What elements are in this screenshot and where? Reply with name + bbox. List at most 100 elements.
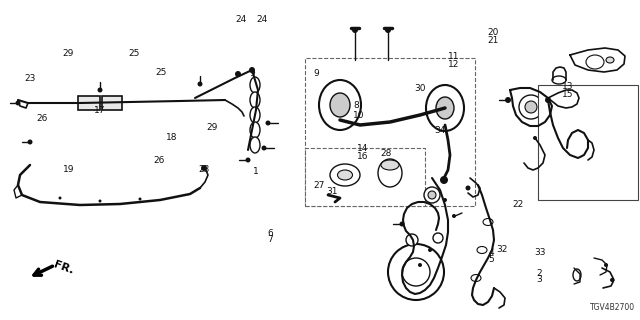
Circle shape xyxy=(262,146,266,150)
Ellipse shape xyxy=(250,137,260,153)
Bar xyxy=(305,148,425,206)
Circle shape xyxy=(99,199,102,203)
Text: 17: 17 xyxy=(94,106,106,115)
Text: 29: 29 xyxy=(62,49,74,58)
Text: 30: 30 xyxy=(415,84,426,92)
Circle shape xyxy=(246,157,250,163)
Ellipse shape xyxy=(573,269,581,281)
Text: 27: 27 xyxy=(314,181,325,190)
Ellipse shape xyxy=(471,275,481,282)
Circle shape xyxy=(452,214,456,218)
Ellipse shape xyxy=(337,170,353,180)
Text: 20: 20 xyxy=(488,28,499,36)
Text: TGV4B2700: TGV4B2700 xyxy=(590,303,635,312)
Circle shape xyxy=(138,197,141,201)
Ellipse shape xyxy=(250,107,260,123)
Text: 34: 34 xyxy=(434,126,445,135)
Text: 21: 21 xyxy=(488,36,499,44)
Text: 28: 28 xyxy=(381,149,392,158)
Circle shape xyxy=(399,221,404,227)
Text: 23: 23 xyxy=(198,165,210,174)
Text: 32: 32 xyxy=(496,245,508,254)
Circle shape xyxy=(385,27,391,33)
Text: 24: 24 xyxy=(236,15,247,24)
Text: 9: 9 xyxy=(314,69,319,78)
Text: 26: 26 xyxy=(154,156,165,164)
Circle shape xyxy=(402,258,430,286)
Text: 11: 11 xyxy=(448,52,460,60)
Text: 26: 26 xyxy=(36,114,48,123)
Text: 13: 13 xyxy=(562,82,573,91)
Bar xyxy=(78,96,100,110)
Circle shape xyxy=(533,136,537,140)
Circle shape xyxy=(235,71,241,77)
Text: 5: 5 xyxy=(488,255,494,264)
Text: 25: 25 xyxy=(128,49,140,58)
Circle shape xyxy=(58,196,61,199)
Ellipse shape xyxy=(381,160,399,170)
Circle shape xyxy=(604,263,608,267)
Ellipse shape xyxy=(378,159,402,187)
Ellipse shape xyxy=(586,55,604,69)
Ellipse shape xyxy=(330,164,360,186)
Text: 2: 2 xyxy=(536,269,542,278)
Circle shape xyxy=(418,263,422,267)
Ellipse shape xyxy=(330,93,350,117)
Circle shape xyxy=(472,275,479,282)
Circle shape xyxy=(388,244,444,300)
Circle shape xyxy=(15,100,20,106)
Text: 31: 31 xyxy=(326,187,338,196)
Text: 19: 19 xyxy=(63,165,74,174)
Circle shape xyxy=(28,140,33,145)
Text: 4: 4 xyxy=(488,248,494,257)
Text: 25: 25 xyxy=(155,68,166,76)
Circle shape xyxy=(352,27,358,33)
Circle shape xyxy=(610,278,614,282)
Circle shape xyxy=(443,198,447,202)
Text: 6: 6 xyxy=(268,229,273,238)
Text: 3: 3 xyxy=(536,276,542,284)
Ellipse shape xyxy=(483,219,493,226)
Circle shape xyxy=(433,233,443,243)
Text: 24: 24 xyxy=(256,15,268,24)
Text: 9: 9 xyxy=(250,69,255,78)
Text: 18: 18 xyxy=(166,133,178,142)
Ellipse shape xyxy=(606,57,614,63)
Text: 8: 8 xyxy=(353,101,359,110)
Ellipse shape xyxy=(426,85,464,131)
Circle shape xyxy=(484,219,492,226)
Text: 12: 12 xyxy=(448,60,460,68)
Circle shape xyxy=(479,246,486,253)
Text: 15: 15 xyxy=(562,90,573,99)
Bar xyxy=(102,96,122,110)
Circle shape xyxy=(440,176,448,184)
Circle shape xyxy=(97,87,102,92)
Text: 22: 22 xyxy=(512,200,524,209)
Ellipse shape xyxy=(250,77,260,93)
Circle shape xyxy=(545,97,551,103)
Circle shape xyxy=(406,234,418,246)
Circle shape xyxy=(424,187,440,203)
Ellipse shape xyxy=(477,246,487,253)
Text: 29: 29 xyxy=(206,123,218,132)
Circle shape xyxy=(428,248,432,252)
Text: 7: 7 xyxy=(268,236,273,244)
Circle shape xyxy=(249,67,255,73)
Circle shape xyxy=(525,101,537,113)
Bar xyxy=(305,58,475,206)
Circle shape xyxy=(519,95,543,119)
Text: 33: 33 xyxy=(534,248,546,257)
Bar xyxy=(538,85,638,200)
Circle shape xyxy=(266,121,271,125)
Circle shape xyxy=(465,186,470,190)
Text: 14: 14 xyxy=(356,144,368,153)
Ellipse shape xyxy=(250,92,260,108)
Ellipse shape xyxy=(552,76,566,84)
Text: 23: 23 xyxy=(24,74,36,83)
Text: 16: 16 xyxy=(356,152,368,161)
Text: 10: 10 xyxy=(353,111,365,120)
Text: 1: 1 xyxy=(253,167,259,176)
Ellipse shape xyxy=(436,97,454,119)
Circle shape xyxy=(505,97,511,103)
Circle shape xyxy=(198,82,202,86)
